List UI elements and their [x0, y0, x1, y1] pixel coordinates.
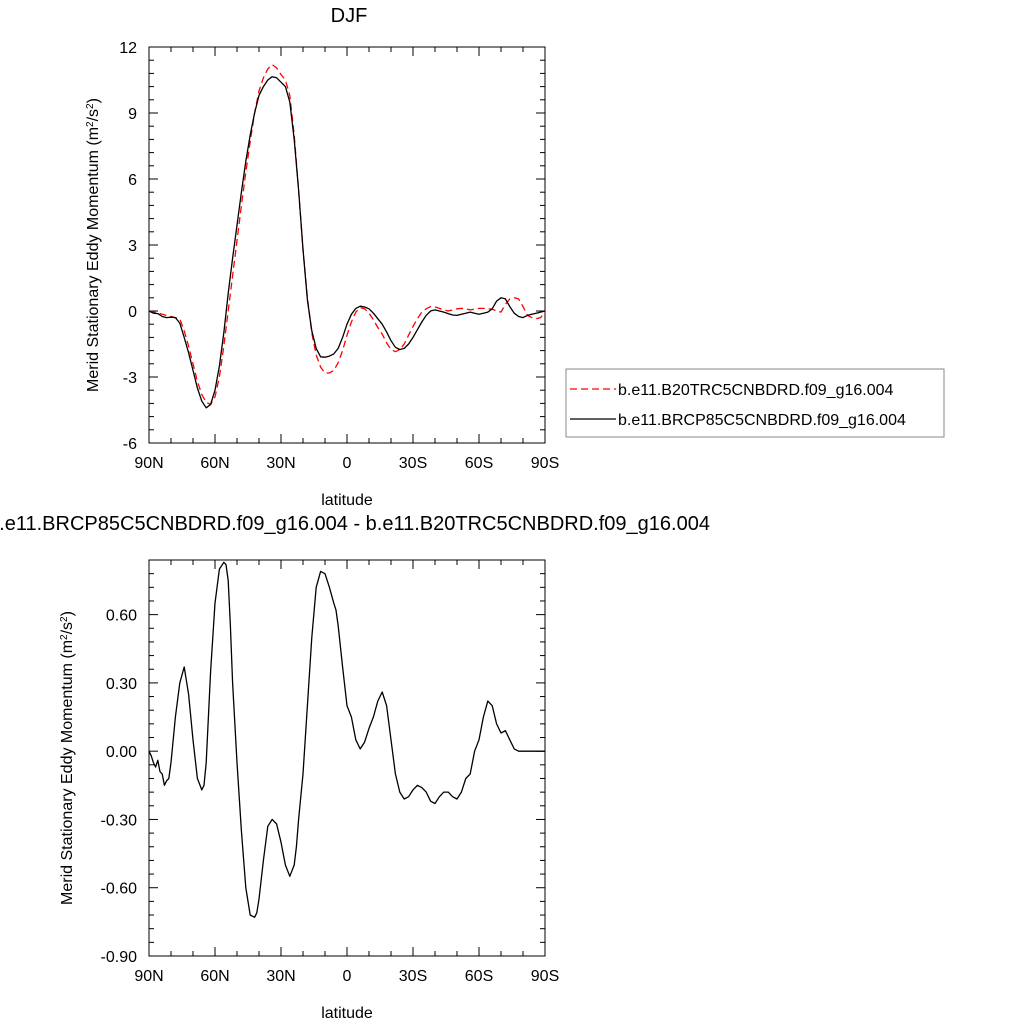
- top-y-tick-label: 0: [128, 304, 137, 321]
- top-x-axis-label: latitude: [321, 492, 373, 509]
- top-x-tick-label: 90S: [531, 455, 559, 472]
- legend-box: [565, 368, 945, 438]
- top-series-line-2: [148, 76, 546, 409]
- legend-label-series-1: b.e11.B20TRC5CNBDRD.f09_g16.004: [618, 382, 894, 399]
- bottom-plot-frame: [148, 559, 546, 957]
- bottom-y-axis-label: Merid Stationary Eddy Momentum (m2/s2): [59, 611, 77, 905]
- bottom-x-tick-label: 90N: [134, 968, 163, 985]
- top-series-line-1: [148, 63, 546, 406]
- bottom-y-tick-label: -0.90: [101, 949, 138, 966]
- top-x-tick-label: 0: [343, 455, 352, 472]
- bottom-chart: b.e11.BRCP85C5CNBDRD.f09_g16.004 - b.e11…: [0, 513, 710, 1022]
- legend-label-series-2: b.e11.BRCP85C5CNBDRD.f09_g16.004: [618, 412, 906, 429]
- top-y-tick-label: 6: [128, 172, 137, 189]
- top-x-tick-label: 30S: [399, 455, 427, 472]
- bottom-series-line-1: [148, 561, 545, 918]
- bottom-y-tick-label: 0.00: [106, 744, 137, 761]
- bottom-x-tick-label: 60S: [465, 968, 493, 985]
- bottom-chart-title: b.e11.BRCP85C5CNBDRD.f09_g16.004 - b.e11…: [0, 513, 710, 535]
- top-y-tick-label: -3: [123, 370, 137, 387]
- legend: b.e11.B20TRC5CNBDRD.f09_g16.004 b.e11.BR…: [565, 368, 945, 438]
- top-x-tick-label: 60N: [200, 455, 229, 472]
- bottom-y-tick-label: 0.60: [106, 608, 137, 625]
- top-y-tick-label: -6: [123, 436, 137, 453]
- bottom-y-tick-label: 0.30: [106, 676, 137, 693]
- bottom-x-axis-label: latitude: [321, 1005, 373, 1022]
- top-y-tick-label: 12: [119, 40, 137, 57]
- top-x-tick-label: 60S: [465, 455, 493, 472]
- top-x-tick-label: 30N: [266, 455, 295, 472]
- top-chart: DJF 90N 60N 30N 0 30S 60S 90S -6 -3 0 3 6 9 12 latitu…: [85, 5, 945, 509]
- bottom-x-tick-label: 30S: [399, 968, 427, 985]
- top-y-tick-label: 9: [128, 106, 137, 123]
- top-y-tick-label: 3: [128, 238, 137, 255]
- bottom-x-tick-label: 60N: [200, 968, 229, 985]
- bottom-y-tick-label: -0.30: [101, 812, 138, 829]
- bottom-x-tick-label: 0: [343, 968, 352, 985]
- top-y-axis-label: Merid Stationary Eddy Momentum (m2/s2): [85, 98, 103, 392]
- top-chart-title: DJF: [331, 5, 368, 27]
- bottom-x-tick-label: 90S: [531, 968, 559, 985]
- top-x-tick-label: 90N: [134, 455, 163, 472]
- bottom-plot-area: 90N 60N 30N 0 30S 60S 90S -0.90 -0.60 -0.30 0.00 0.…: [101, 559, 559, 985]
- top-plot-area: 90N 60N 30N 0 30S 60S 90S -6 -3 0 3 6 9 12: [119, 40, 559, 472]
- bottom-y-tick-label: -0.60: [101, 881, 138, 898]
- top-plot-frame: [148, 46, 546, 444]
- bottom-x-tick-label: 30N: [266, 968, 295, 985]
